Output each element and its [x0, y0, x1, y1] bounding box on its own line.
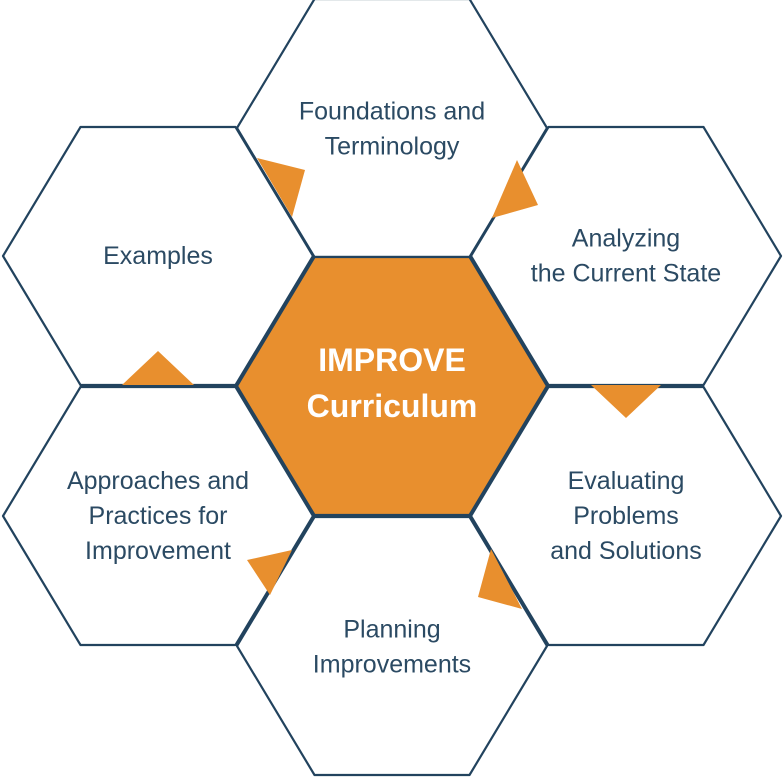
hexagon-evaluating	[469, 385, 783, 647]
module-label-evaluating-line: Evaluating	[568, 467, 685, 495]
hexagon-examples	[1, 125, 315, 387]
center-title-line: Curriculum	[307, 388, 478, 424]
module-label-examples-line: Examples	[103, 242, 213, 270]
module-label-approaches-line: Improvement	[85, 537, 231, 565]
module-label-evaluating-line: Problems	[573, 502, 679, 530]
arrow-layer	[122, 158, 661, 609]
module-label-analyzing-line: the Current State	[531, 259, 721, 287]
module-label-approaches-line: Approaches and	[67, 467, 249, 495]
module-label-planning-line: Improvements	[313, 650, 471, 678]
flow-arrow-foundations-to-analyzing	[492, 160, 538, 218]
hexagon-planning	[235, 515, 549, 777]
flow-arrow-analyzing-to-evaluating	[591, 385, 661, 418]
module-label-evaluating: Evaluating Problems and Solutions	[550, 467, 702, 565]
center-hexagon	[235, 255, 549, 517]
module-label-foundations: Foundations and Terminology	[299, 97, 485, 160]
module-label-planning: Planning Improvements	[313, 615, 471, 678]
module-label-approaches-line: Practices for	[89, 502, 228, 530]
module-label-foundations-line: Terminology	[325, 132, 460, 160]
module-label-approaches: Approaches and Practices for Improvement	[67, 467, 249, 565]
hexagon-analyzing	[469, 125, 783, 387]
module-label-foundations-line: Foundations and	[299, 97, 485, 125]
module-label-analyzing: Analyzing the Current State	[531, 224, 721, 287]
label-layer: Foundations and Terminology Analyzing the C…	[67, 97, 721, 678]
flow-arrow-planning-to-approaches	[247, 550, 292, 595]
module-label-examples: Examples	[103, 242, 213, 270]
center-title: IMPROVE Curriculum	[307, 342, 478, 424]
module-label-evaluating-line: and Solutions	[550, 537, 702, 565]
module-label-analyzing-line: Analyzing	[572, 224, 680, 252]
center-title-line: IMPROVE	[318, 342, 466, 378]
module-label-planning-line: Planning	[343, 615, 440, 643]
hexagon-approaches	[1, 385, 315, 647]
flow-arrow-approaches-to-examples	[122, 351, 194, 385]
flow-arrow-examples-to-foundations	[257, 158, 305, 217]
flow-arrow-evaluating-to-planning	[478, 549, 522, 609]
